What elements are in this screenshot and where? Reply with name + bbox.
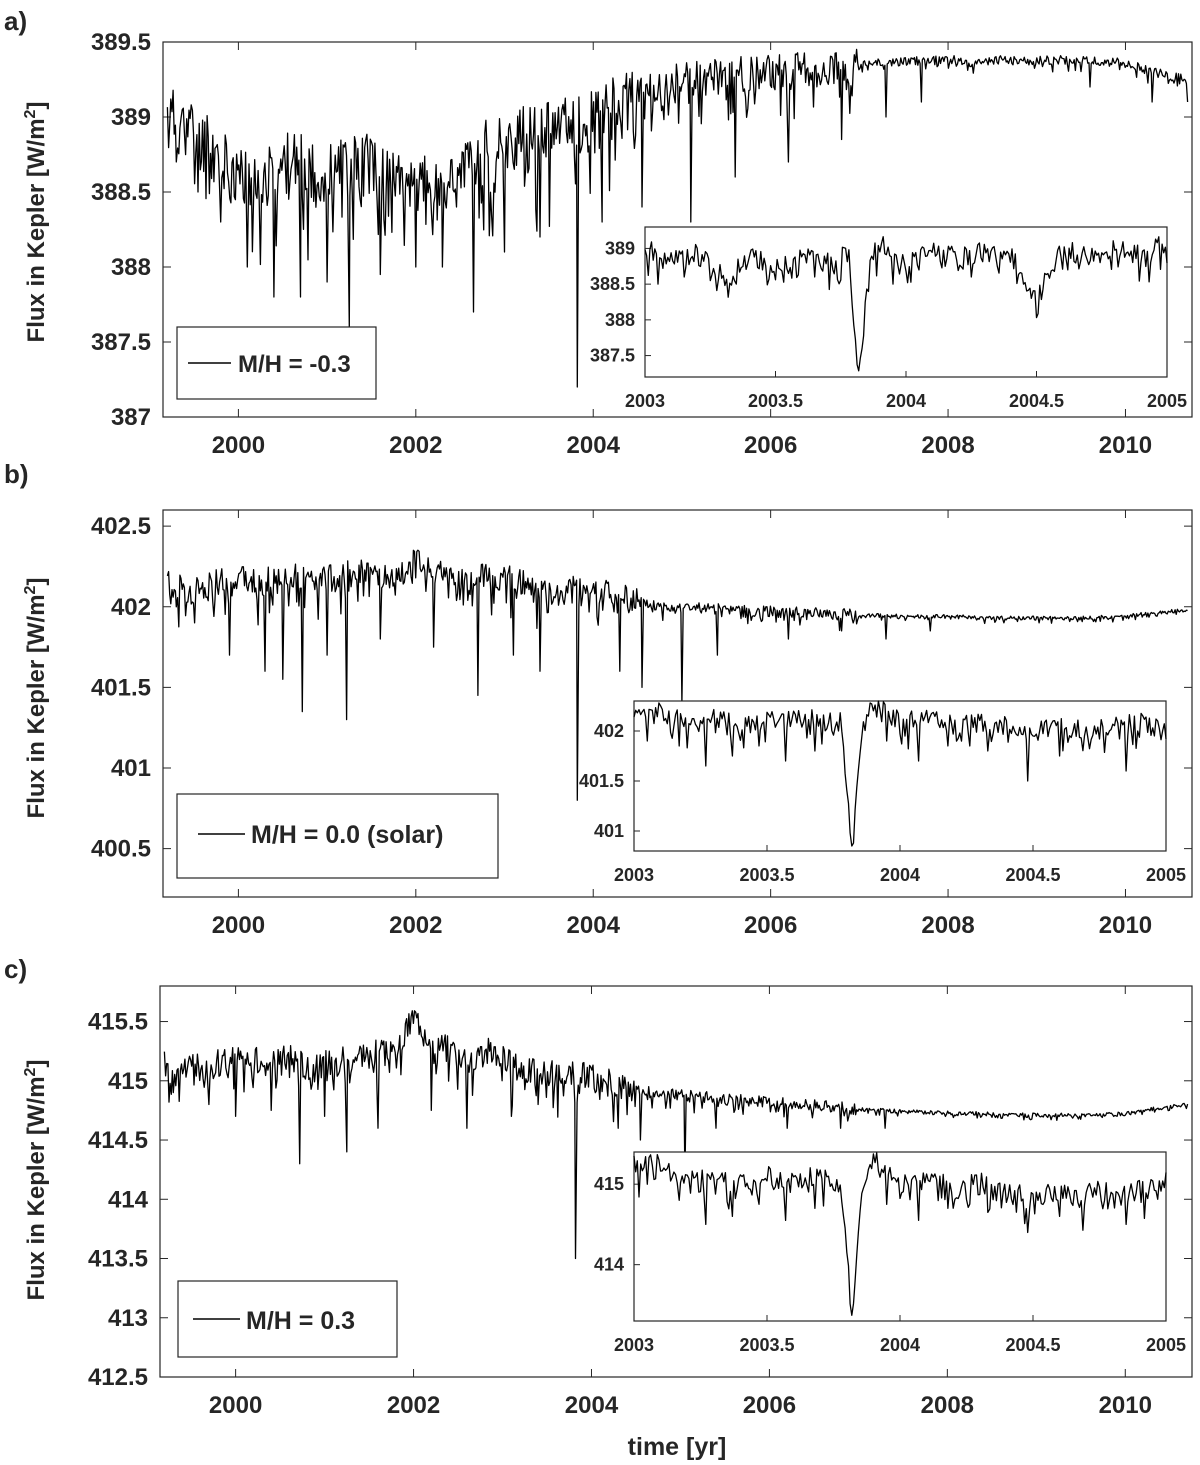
- x-tick-label: 2008: [921, 912, 974, 939]
- x-tick-label: 2004: [565, 1392, 619, 1419]
- inset-y-tick-label: 387.5: [590, 346, 635, 366]
- x-tick-label: 2000: [209, 1392, 262, 1419]
- main-plot-c: 2000 2002 2004 2006 2008 2010 412.5 413 413.5 414…: [88, 985, 1193, 1419]
- inset-x-tick-label: 2005: [1147, 391, 1187, 411]
- inset-x-tick-label: 2003: [614, 865, 654, 885]
- inset-x-tick-label: 2003.5: [739, 865, 794, 885]
- main-plot-b: 2000 2002 2004 2006 2008 2010 400.5 401 401.5 402…: [91, 509, 1193, 939]
- inset-y-tick-label: 388.5: [590, 274, 635, 294]
- panel-label-a: a): [4, 6, 27, 36]
- y-tick-label: 388: [111, 254, 151, 281]
- y-tick-label: 401: [111, 755, 151, 782]
- inset-x-tick-label: 2004: [880, 865, 920, 885]
- plot-frame: [162, 509, 1193, 898]
- panel-a: a) Flux in Kepler [W/m2] 2000 2002 2004 200…: [4, 6, 1193, 459]
- plot-frame: [159, 985, 1193, 1378]
- y-tick-label: 402.5: [91, 513, 151, 540]
- inset-plot-b: 2003 2003.5 2004 2004.5 2005 401 401.5 402: [579, 700, 1186, 885]
- ylabel-b: Flux in Kepler [W/m2]: [22, 578, 50, 819]
- y-tick-label: 400.5: [91, 836, 151, 863]
- inset-x-tick-label: 2005: [1146, 865, 1186, 885]
- inset-frame: [644, 226, 1168, 378]
- inset-y-tick-label: 401.5: [579, 771, 624, 791]
- inset-series-line: [633, 1152, 1167, 1316]
- x-tick-label: 2000: [212, 432, 265, 459]
- inset-x-tick-label: 2004: [880, 1335, 920, 1355]
- plot-frame: [162, 41, 1193, 418]
- x-tick-label: 2002: [389, 432, 442, 459]
- inset-x-tick-label: 2003: [614, 1335, 654, 1355]
- series-line: [166, 549, 1188, 801]
- x-tick-label: 2000: [212, 912, 265, 939]
- panel-c: c) Flux in Kepler [W/m2] 2000 2002 2004 200…: [4, 954, 1193, 1461]
- inset-y-tick-label: 401: [594, 821, 624, 841]
- x-tick-label: 2004: [567, 912, 621, 939]
- legend-label-a: M/H = -0.3: [238, 351, 351, 378]
- ylabel-c: Flux in Kepler [W/m2]: [22, 1060, 50, 1301]
- inset-x-tick-label: 2005: [1146, 1335, 1186, 1355]
- x-tick-label: 2010: [1099, 1392, 1152, 1419]
- y-tick-label: 415.5: [88, 1009, 148, 1036]
- y-tick-label: 414.5: [88, 1127, 148, 1154]
- inset-y-tick-label: 414: [594, 1255, 624, 1275]
- panel-b: b) Flux in Kepler [W/m2] 2000 2002 2004 200…: [4, 459, 1193, 939]
- y-tick-label: 413: [108, 1305, 148, 1332]
- y-tick-label: 389: [111, 104, 151, 131]
- y-tick-label: 414: [108, 1186, 149, 1213]
- series-line: [166, 48, 1189, 388]
- x-tick-label: 2010: [1099, 432, 1152, 459]
- inset-plot-a: 2003 2003.5 2004 2004.5 2005 387.5 388 388.5 389: [590, 226, 1187, 411]
- x-tick-label: 2008: [921, 1392, 974, 1419]
- series-line: [163, 1010, 1189, 1260]
- x-tick-label: 2002: [387, 1392, 440, 1419]
- ylabel-a: Flux in Kepler [W/m2]: [22, 102, 50, 343]
- main-plot-a: 2000 2002 2004 2006 2008 2010 387 387.5 388 388.5…: [91, 29, 1193, 459]
- inset-y-tick-label: 415: [594, 1174, 624, 1194]
- legend-label-b: M/H = 0.0 (solar): [251, 821, 443, 849]
- x-tick-label: 2006: [744, 432, 797, 459]
- inset-x-tick-label: 2004.5: [1009, 391, 1064, 411]
- inset-frame: [633, 1151, 1167, 1322]
- x-axis-label: time [yr]: [628, 1433, 727, 1461]
- x-tick-label: 2006: [744, 912, 797, 939]
- y-tick-label: 387.5: [91, 329, 151, 356]
- x-tick-label: 2004: [567, 432, 621, 459]
- y-tick-label: 389.5: [91, 29, 151, 56]
- y-tick-label: 388.5: [91, 179, 151, 206]
- y-tick-label: 401.5: [91, 674, 151, 701]
- inset-x-tick-label: 2004: [886, 391, 926, 411]
- x-tick-label: 2006: [743, 1392, 796, 1419]
- inset-y-tick-label: 389: [605, 238, 635, 258]
- legend-b: M/H = 0.0 (solar): [176, 793, 499, 879]
- inset-series-line: [644, 236, 1168, 372]
- y-tick-label: 387: [111, 404, 151, 431]
- inset-x-tick-label: 2003: [625, 391, 665, 411]
- y-tick-label: 402: [111, 594, 151, 621]
- inset-x-tick-label: 2003.5: [739, 1335, 794, 1355]
- inset-y-tick-label: 402: [594, 721, 624, 741]
- x-tick-label: 2008: [921, 432, 974, 459]
- inset-x-tick-label: 2004.5: [1005, 1335, 1060, 1355]
- inset-y-tick-label: 388: [605, 310, 635, 330]
- inset-x-tick-label: 2003.5: [748, 391, 803, 411]
- inset-frame: [633, 700, 1167, 852]
- inset-series-line: [633, 700, 1167, 847]
- panel-label-b: b): [4, 459, 29, 489]
- legend-c: M/H = 0.3: [177, 1280, 398, 1358]
- legend-a: M/H = -0.3: [176, 326, 377, 400]
- y-tick-label: 415: [108, 1068, 148, 1095]
- x-tick-label: 2002: [389, 912, 442, 939]
- inset-plot-c: 2003 2003.5 2004 2004.5 2005 414 415: [594, 1151, 1186, 1355]
- legend-label-c: M/H = 0.3: [246, 1307, 355, 1335]
- y-tick-label: 413.5: [88, 1246, 148, 1273]
- inset-x-tick-label: 2004.5: [1005, 865, 1060, 885]
- panel-label-c: c): [4, 954, 27, 984]
- x-tick-label: 2010: [1099, 912, 1152, 939]
- y-tick-label: 412.5: [88, 1364, 148, 1391]
